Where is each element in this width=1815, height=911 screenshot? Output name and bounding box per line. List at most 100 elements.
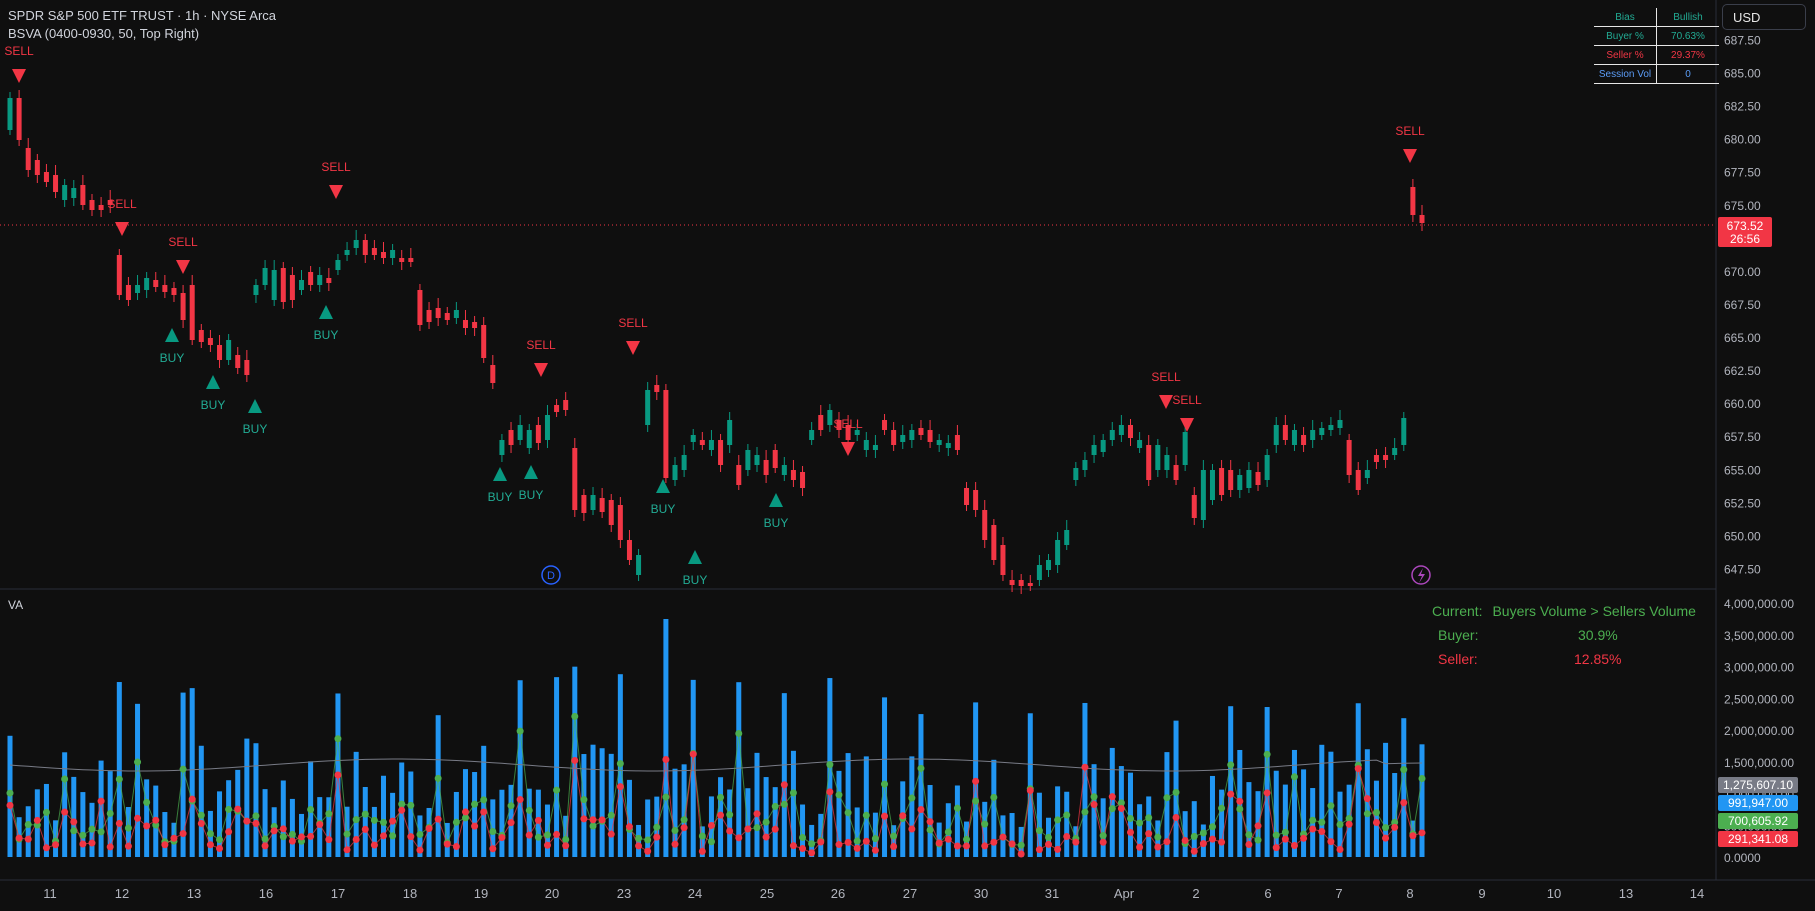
time-label[interactable]: 17 bbox=[331, 886, 345, 901]
price-tick[interactable]: 657.50 bbox=[1724, 430, 1761, 444]
badge-bg bbox=[1718, 813, 1798, 829]
sell-triangle-icon bbox=[1403, 149, 1417, 163]
time-label[interactable]: 7 bbox=[1335, 886, 1342, 901]
time-label[interactable]: 6 bbox=[1264, 886, 1271, 901]
seller-dot bbox=[1190, 847, 1198, 855]
price-tick[interactable]: 670.00 bbox=[1724, 265, 1761, 279]
time-label[interactable]: 16 bbox=[259, 886, 273, 901]
price-tick[interactable]: 677.50 bbox=[1724, 166, 1761, 180]
time-label[interactable]: 11 bbox=[43, 886, 57, 901]
price-tick[interactable]: 680.00 bbox=[1724, 133, 1761, 147]
time-label[interactable]: 23 bbox=[617, 886, 631, 901]
volume-tick[interactable]: 2,500,000.00 bbox=[1724, 692, 1794, 706]
seller-dot bbox=[443, 840, 451, 848]
price-tick[interactable]: 685.00 bbox=[1724, 67, 1761, 81]
volume-tick[interactable]: 2,000,000.00 bbox=[1724, 724, 1794, 738]
volume-tick[interactable]: 3,500,000.00 bbox=[1724, 629, 1794, 643]
volume-tick[interactable]: 4,000,000.00 bbox=[1724, 597, 1794, 611]
volume-value-badge[interactable]: 1,275,607.10 bbox=[1718, 777, 1798, 793]
seller-dot bbox=[616, 783, 624, 791]
time-label[interactable]: 14 bbox=[1690, 886, 1704, 901]
volume-bar bbox=[280, 780, 286, 857]
candle-body bbox=[1091, 445, 1097, 455]
time-label[interactable]: 31 bbox=[1045, 886, 1059, 901]
buyer-dot bbox=[844, 809, 852, 817]
time-label[interactable]: 26 bbox=[831, 886, 845, 901]
time-label[interactable]: 27 bbox=[903, 886, 917, 901]
seller-dot bbox=[115, 819, 123, 827]
buyer-dot bbox=[1327, 802, 1335, 810]
sell-signal: SELL bbox=[321, 160, 351, 199]
time-label[interactable]: 2 bbox=[1192, 886, 1199, 901]
time-label[interactable]: 9 bbox=[1478, 886, 1485, 901]
candle-body bbox=[626, 540, 632, 560]
time-label[interactable]: 24 bbox=[688, 886, 702, 901]
price-tick[interactable]: 682.50 bbox=[1724, 100, 1761, 114]
buyer-dot bbox=[1318, 818, 1326, 826]
volume-value-badge[interactable]: 700,605.92 bbox=[1718, 813, 1798, 829]
time-label[interactable]: 12 bbox=[115, 886, 129, 901]
volume-tick[interactable]: 1,500,000.00 bbox=[1724, 756, 1794, 770]
candle-body bbox=[162, 285, 168, 292]
buyer-dot bbox=[471, 800, 479, 808]
time-label[interactable]: 13 bbox=[187, 886, 201, 901]
seller-dot bbox=[1108, 793, 1116, 801]
volume-tick[interactable]: 3,000,000.00 bbox=[1724, 661, 1794, 675]
buy-triangle-icon bbox=[319, 305, 333, 319]
event-lightning-icon[interactable] bbox=[1411, 565, 1431, 585]
price-tick[interactable]: 660.00 bbox=[1724, 397, 1761, 411]
time-label[interactable]: 25 bbox=[760, 886, 774, 901]
seller-dot bbox=[1017, 850, 1025, 858]
time-label[interactable]: 18 bbox=[403, 886, 417, 901]
candle-body bbox=[371, 248, 377, 255]
time-label[interactable]: 10 bbox=[1547, 886, 1561, 901]
seller-dot bbox=[15, 834, 23, 842]
dividend-marker[interactable]: D bbox=[541, 565, 561, 585]
currency-selector[interactable]: USD bbox=[1722, 4, 1806, 30]
symbol-title[interactable]: SPDR S&P 500 ETF TRUST · 1h · NYSE Arca bbox=[8, 8, 277, 23]
seller-dot bbox=[179, 830, 187, 838]
indicator-title[interactable]: BSVA (0400-0930, 50, Top Right) bbox=[8, 26, 200, 41]
seller-dot bbox=[461, 808, 469, 816]
buyer-dot bbox=[6, 789, 14, 797]
volume-bar bbox=[390, 792, 396, 857]
seller-dot bbox=[1163, 838, 1171, 846]
volume-bar bbox=[1364, 749, 1370, 857]
time-label[interactable]: 13 bbox=[1619, 886, 1633, 901]
candle-body bbox=[417, 290, 423, 325]
price-tick[interactable]: 687.50 bbox=[1724, 34, 1761, 48]
current-price-value: 673.52 bbox=[1727, 219, 1764, 233]
current-price-badge[interactable] bbox=[1718, 217, 1772, 247]
seller-dot bbox=[689, 750, 697, 758]
time-label[interactable]: Apr bbox=[1114, 886, 1135, 901]
candle-body bbox=[654, 385, 660, 392]
buyer-dot bbox=[143, 798, 151, 806]
seller-dot bbox=[853, 844, 861, 852]
buy-signal: BUY bbox=[243, 399, 267, 436]
price-tick[interactable]: 655.00 bbox=[1724, 463, 1761, 477]
price-tick[interactable]: 675.00 bbox=[1724, 199, 1761, 213]
seller-dot bbox=[1035, 846, 1043, 854]
buyer-dot bbox=[1418, 774, 1426, 782]
price-tick[interactable]: 662.50 bbox=[1724, 364, 1761, 378]
volume-pane-title[interactable]: VA bbox=[8, 598, 24, 612]
price-tick[interactable]: 647.50 bbox=[1724, 562, 1761, 576]
volume-tick[interactable]: 0.0000 bbox=[1724, 851, 1761, 865]
price-tick[interactable]: 652.50 bbox=[1724, 496, 1761, 510]
price-tick[interactable]: 667.50 bbox=[1724, 298, 1761, 312]
sell-label: SELL bbox=[107, 197, 137, 211]
buy-label: BUY bbox=[651, 502, 676, 516]
buyer-dot bbox=[225, 805, 233, 813]
volume-value-badge[interactable]: 991,947.00 bbox=[1718, 795, 1798, 811]
time-label[interactable]: 30 bbox=[974, 886, 988, 901]
price-tick[interactable]: 665.00 bbox=[1724, 331, 1761, 345]
seller-dot bbox=[1081, 763, 1089, 771]
seller-dot bbox=[1272, 844, 1280, 852]
price-tick[interactable]: 650.00 bbox=[1724, 529, 1761, 543]
time-label[interactable]: 20 bbox=[545, 886, 559, 901]
time-label[interactable]: 8 bbox=[1406, 886, 1413, 901]
candle-body bbox=[663, 390, 669, 478]
volume-value-badge[interactable]: 291,341.08 bbox=[1718, 831, 1798, 847]
time-label[interactable]: 19 bbox=[474, 886, 488, 901]
